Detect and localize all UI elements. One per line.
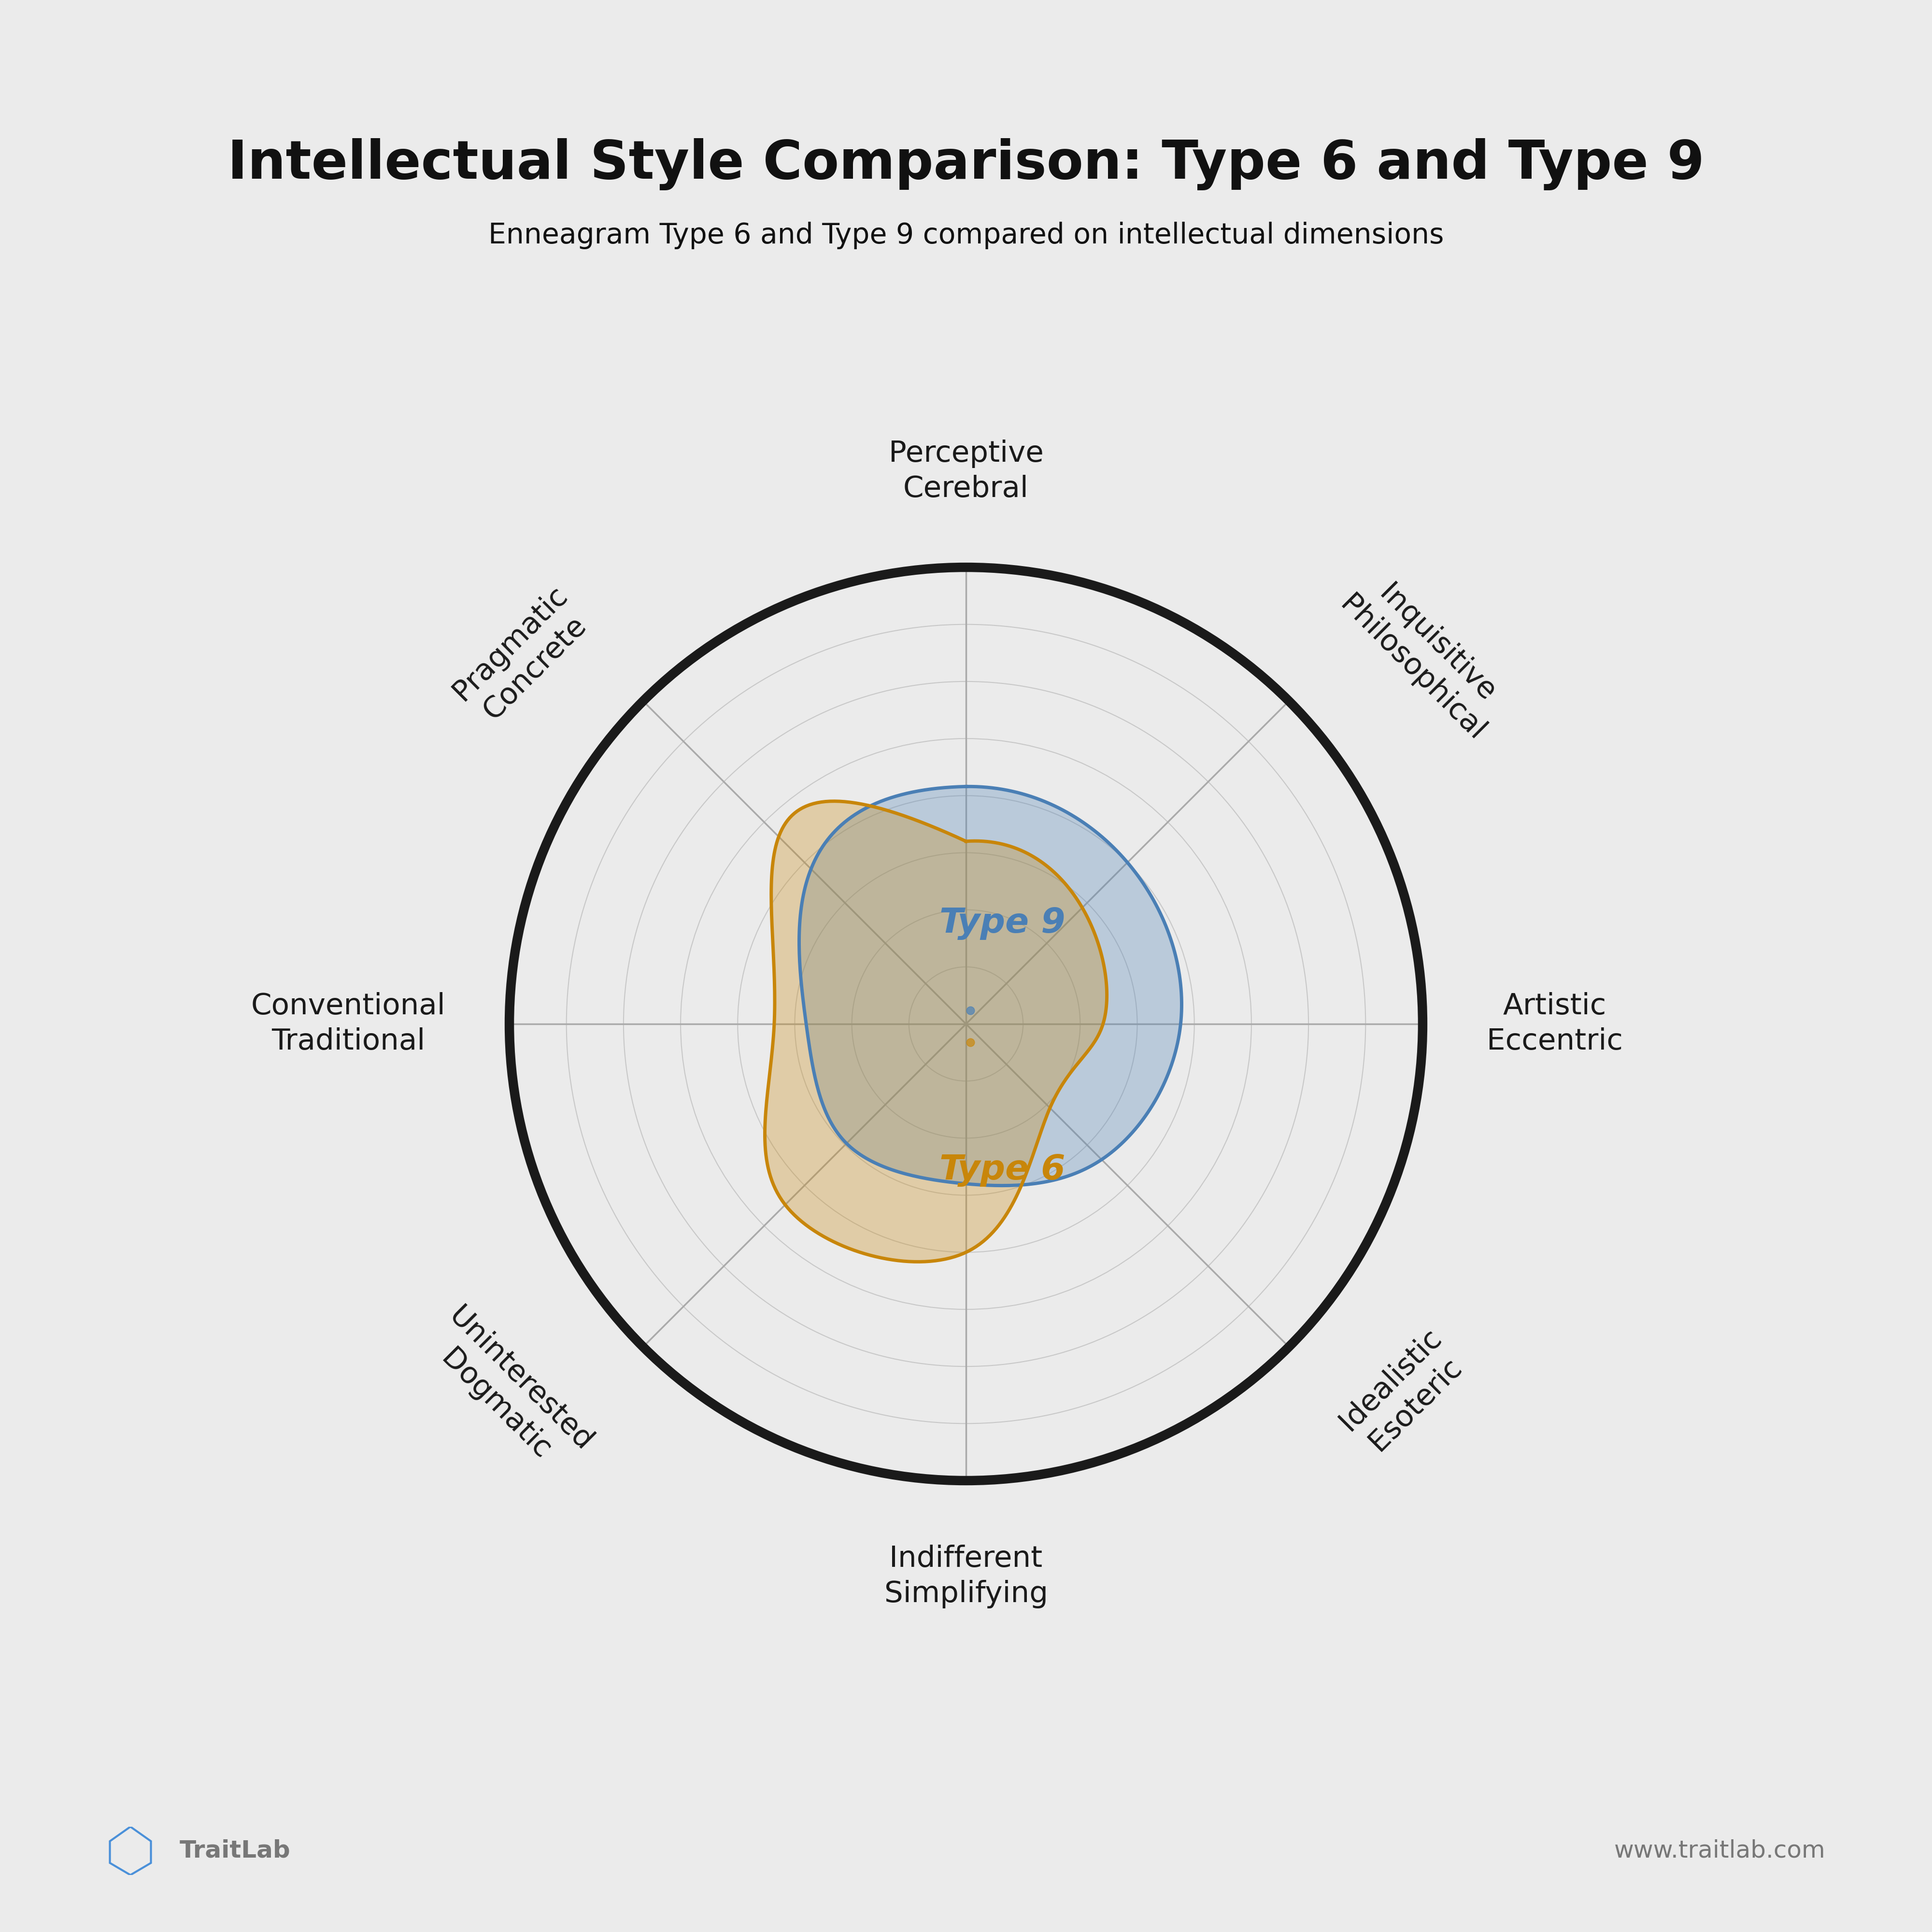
Text: Type 6: Type 6 — [939, 1153, 1065, 1186]
Text: Pragmatic
Concrete: Pragmatic Concrete — [448, 582, 597, 730]
Text: Idealistic
Esoteric: Idealistic Esoteric — [1335, 1323, 1472, 1461]
Text: Indifferent
Simplifying: Indifferent Simplifying — [885, 1544, 1047, 1607]
Text: Inquisitive
Philosophical: Inquisitive Philosophical — [1335, 566, 1515, 746]
Polygon shape — [800, 786, 1182, 1186]
Text: Type 9: Type 9 — [939, 906, 1065, 941]
Text: Uninterested
Dogmatic: Uninterested Dogmatic — [417, 1302, 597, 1482]
Text: Enneagram Type 6 and Type 9 compared on intellectual dimensions: Enneagram Type 6 and Type 9 compared on … — [489, 222, 1443, 249]
Text: www.traitlab.com: www.traitlab.com — [1615, 1839, 1826, 1862]
Text: Intellectual Style Comparison: Type 6 and Type 9: Intellectual Style Comparison: Type 6 an… — [228, 139, 1704, 191]
Polygon shape — [765, 802, 1107, 1262]
Text: Artistic
Eccentric: Artistic Eccentric — [1486, 993, 1623, 1055]
Text: TraitLab: TraitLab — [180, 1839, 290, 1862]
Text: Perceptive
Cerebral: Perceptive Cerebral — [889, 440, 1043, 504]
Text: Conventional
Traditional: Conventional Traditional — [251, 993, 446, 1055]
